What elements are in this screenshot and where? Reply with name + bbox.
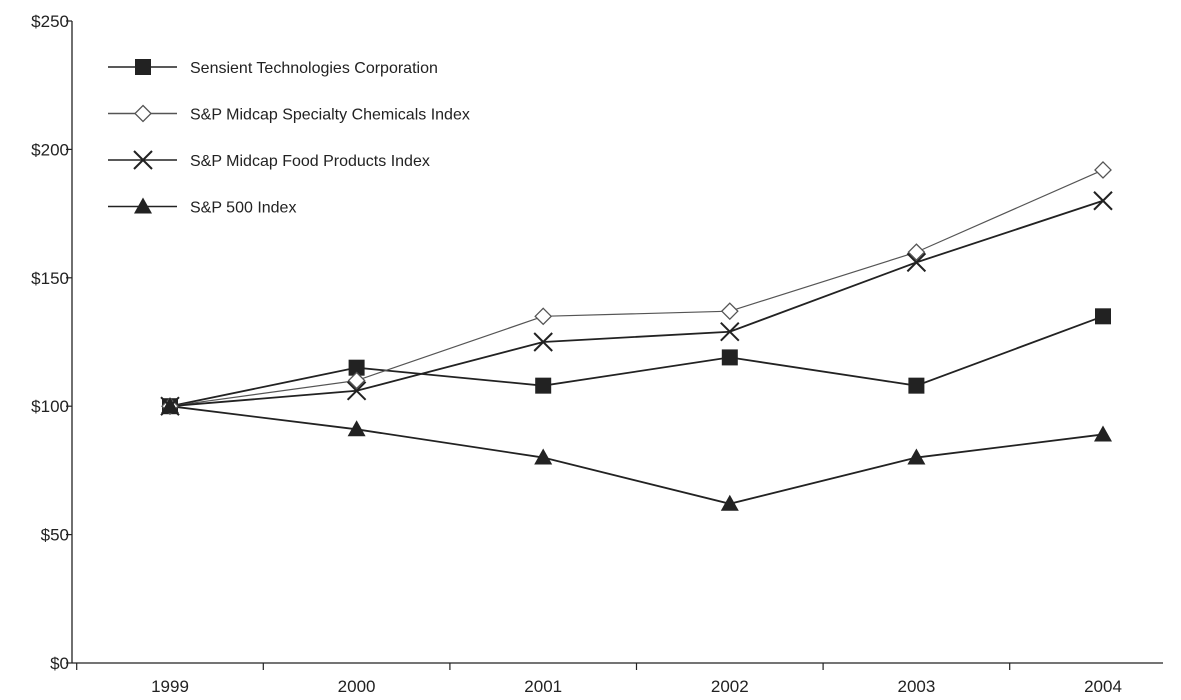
data-point-square [908, 377, 925, 394]
legend-item: Sensient Technologies Corporation [108, 59, 438, 77]
series-line [169, 405, 1104, 505]
data-point-diamond [907, 243, 926, 262]
legend-item: S&P Midcap Specialty Chemicals Index [108, 104, 470, 124]
data-point-triangle [161, 397, 179, 414]
data-point-diamond [347, 371, 366, 390]
x-tick-label: 2002 [711, 677, 749, 696]
legend-label: S&P 500 Index [190, 200, 296, 217]
data-point-diamond [534, 307, 553, 326]
axes [66, 20, 1163, 670]
x-tick-label: 2004 [1084, 677, 1122, 696]
data-point-square [135, 59, 151, 75]
data-point-cross [346, 381, 367, 401]
series-line [169, 169, 1104, 407]
series-markers [160, 161, 1113, 511]
data-point-square [721, 349, 738, 366]
y-tick-label: $200 [31, 140, 69, 159]
y-tick-label: $50 [41, 526, 69, 545]
legend-label: S&P Midcap Specialty Chemicals Index [190, 107, 470, 124]
data-point-square [348, 359, 365, 376]
series-line [169, 315, 1104, 408]
y-tick-label: $100 [31, 397, 69, 416]
legend-label: Sensient Technologies Corporation [190, 60, 438, 77]
legend: Sensient Technologies Corporation S&P Mid… [108, 59, 470, 217]
legend-label: S&P Midcap Food Products Index [190, 153, 430, 170]
data-point-triangle [720, 494, 739, 511]
data-point-diamond [1094, 161, 1112, 179]
data-point-cross [1093, 191, 1113, 211]
y-tick-label: $0 [50, 654, 69, 673]
y-tick-label: $150 [31, 269, 69, 288]
data-point-triangle [1094, 425, 1112, 442]
data-point-cross [533, 332, 553, 352]
x-tick-label: 2000 [338, 677, 376, 696]
series-line [169, 199, 1104, 408]
legend-item: S&P 500 Index [108, 197, 296, 217]
x-axis-tick-labels: 1999 2000 2001 2002 2003 2004 [151, 677, 1122, 696]
data-point-diamond [134, 104, 152, 123]
data-point-triangle [907, 448, 926, 465]
y-axis-tick-labels: $0 $50 $100 $150 $200 $250 [31, 12, 69, 673]
data-point-triangle [347, 420, 366, 437]
legend-item: S&P Midcap Food Products Index [108, 150, 430, 170]
data-point-diamond [720, 302, 739, 321]
x-tick-label: 1999 [151, 677, 189, 696]
data-point-triangle [534, 448, 553, 465]
x-tick-label: 2001 [524, 677, 562, 696]
data-point-cross [906, 252, 927, 273]
data-point-cross [133, 150, 153, 170]
data-point-square [1095, 308, 1111, 325]
data-point-cross [720, 322, 740, 342]
data-point-square [535, 377, 552, 394]
y-tick-label: $250 [31, 12, 69, 31]
x-tick-label: 2003 [897, 677, 935, 696]
data-point-triangle [134, 197, 152, 214]
series-lines [169, 169, 1104, 505]
